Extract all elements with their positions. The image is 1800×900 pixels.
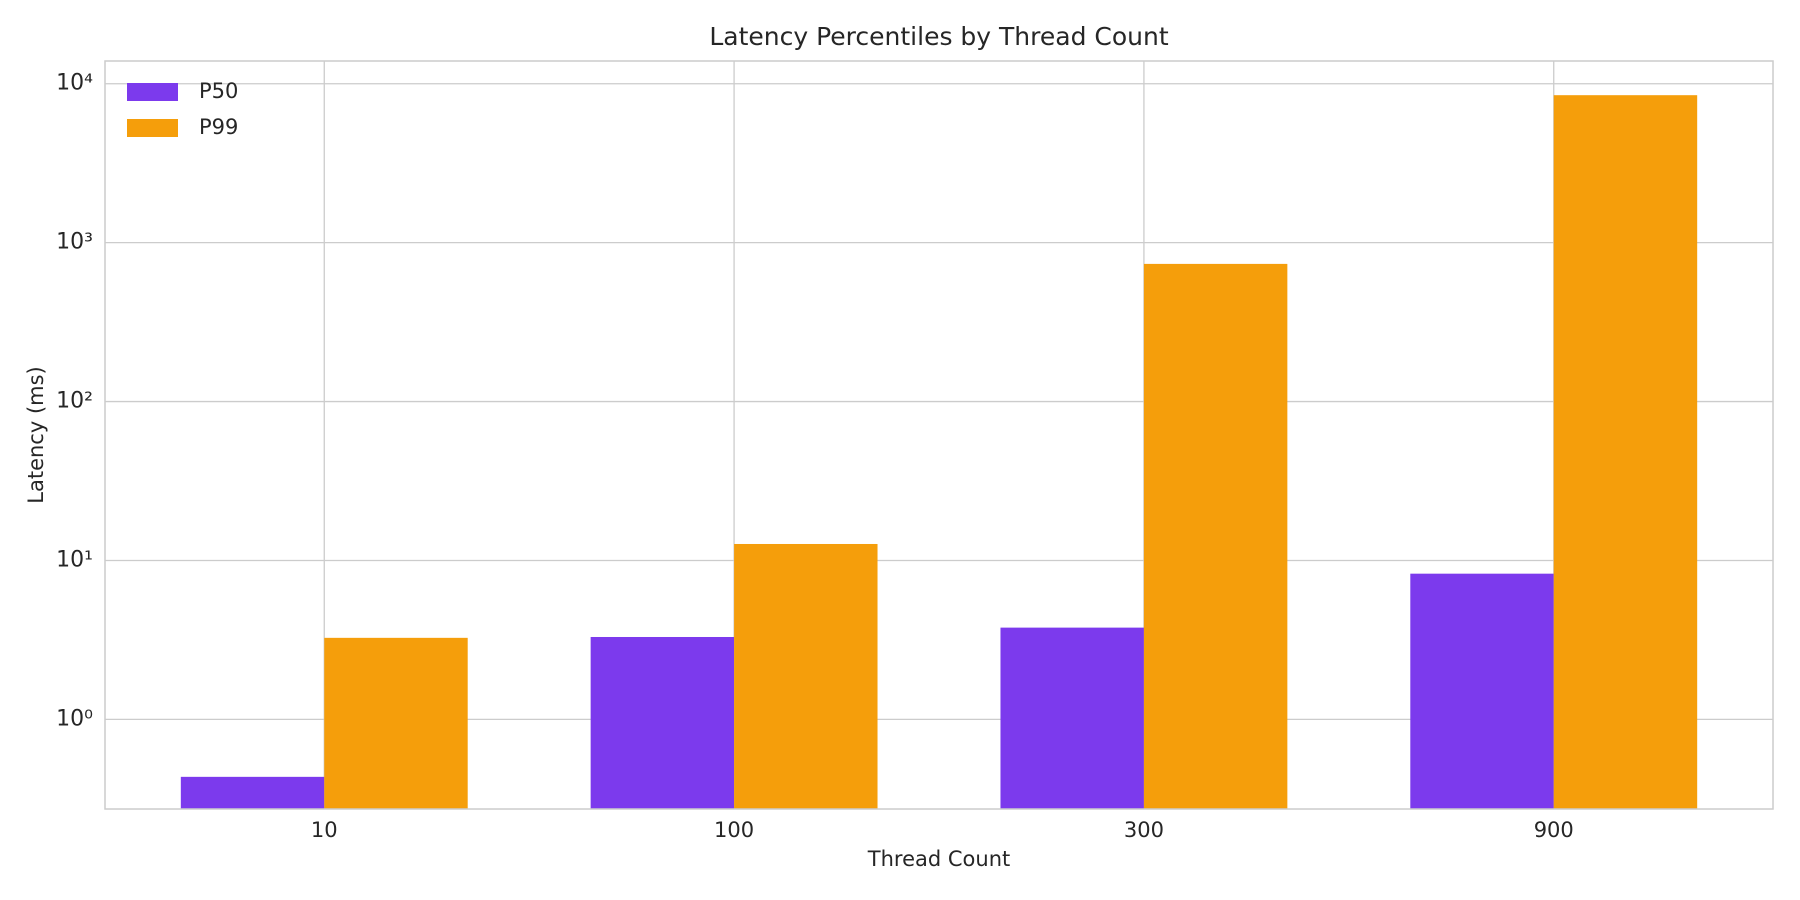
legend-label: P50 <box>199 79 238 103</box>
plot-frame <box>104 60 1774 810</box>
y-tick-label: 10⁴ <box>56 71 93 96</box>
bar <box>1410 573 1554 809</box>
bar <box>180 776 325 809</box>
bar <box>1553 95 1698 809</box>
x-tick-label: 900 <box>1534 818 1574 842</box>
bar <box>324 637 468 809</box>
x-axis-label: Thread Count <box>867 847 1010 871</box>
bar <box>590 636 735 809</box>
bar <box>1000 627 1144 809</box>
y-tick-label: 10⁰ <box>56 706 93 731</box>
legend-swatch <box>127 83 178 101</box>
x-tick-label: 10 <box>311 818 338 842</box>
chart-title: Latency Percentiles by Thread Count <box>709 22 1168 51</box>
x-tick-label: 100 <box>714 818 754 842</box>
x-tick-label: 300 <box>1124 818 1164 842</box>
bar <box>734 543 878 809</box>
y-tick-label: 10¹ <box>56 547 93 572</box>
legend-label: P99 <box>199 115 238 139</box>
y-tick-label: 10³ <box>56 230 93 255</box>
y-axis-label: Latency (ms) <box>24 366 48 503</box>
bar <box>1143 263 1288 809</box>
legend-swatch <box>127 119 178 137</box>
y-tick-label: 10² <box>56 389 93 414</box>
